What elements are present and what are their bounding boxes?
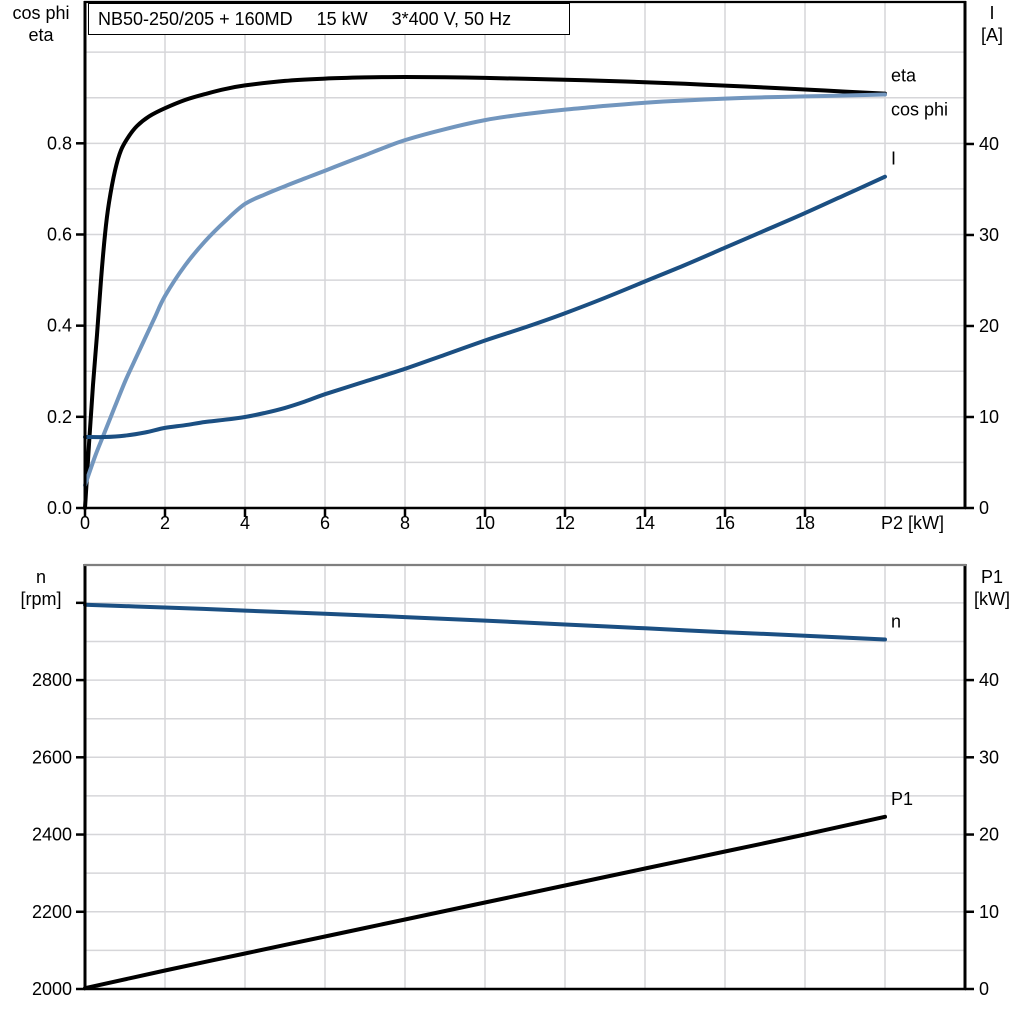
bottom-chart-left-axis-title: n [rpm] bbox=[2, 566, 80, 610]
axis-title-p1: P1 bbox=[980, 567, 1004, 587]
x-tick-label: 10 bbox=[475, 513, 495, 533]
n-curve-label: n bbox=[891, 612, 901, 632]
x-axis-label: P2 [kW] bbox=[881, 513, 944, 533]
axis-title-speed: n bbox=[35, 567, 46, 587]
ticks-and-labels: 0.0 0.2 0.4 0.6 0.8 0 10 20 30 40 0 2 4 6 8 10 12 14 16 18 P… bbox=[47, 133, 999, 533]
x-tick-label: 2 bbox=[160, 513, 170, 533]
plot-frame bbox=[83, 0, 967, 510]
axis-title-eta: eta bbox=[28, 25, 54, 45]
right-tick-label: 0 bbox=[979, 498, 989, 518]
x-tick-label: 18 bbox=[795, 513, 815, 533]
x-tick-label: 6 bbox=[320, 513, 330, 533]
right-tick-label: 0 bbox=[979, 979, 989, 999]
P1-curve-label: P1 bbox=[891, 789, 913, 809]
chart-title-box: NB50-250/205 + 160MD 15 kW 3*400 V, 50 H… bbox=[88, 3, 570, 35]
top-chart-right-axis-title: I [A] bbox=[964, 2, 1020, 46]
x-tick-label: 4 bbox=[240, 513, 250, 533]
curves bbox=[83, 602, 887, 991]
axis-title-current-unit: [A] bbox=[980, 25, 1003, 45]
eta-curve-label: eta bbox=[891, 66, 917, 86]
left-tick-label: 0.2 bbox=[47, 407, 72, 427]
axis-title-speed-unit: [rpm] bbox=[20, 589, 62, 609]
bottom-chart-right-axis-title: P1 [kW] bbox=[962, 566, 1022, 610]
cos phi-curve bbox=[83, 92, 887, 488]
pump-model-label: NB50-250/205 + 160MD bbox=[98, 8, 293, 29]
left-tick-label: 2800 bbox=[32, 670, 72, 690]
x-tick-label: 0 bbox=[80, 513, 90, 533]
right-tick-label: 40 bbox=[979, 134, 999, 154]
left-tick-label: 0.4 bbox=[47, 316, 72, 336]
left-tick-label: 2400 bbox=[32, 825, 72, 845]
left-tick-label: 0.0 bbox=[47, 498, 72, 518]
axis-title-current: I bbox=[989, 3, 995, 23]
x-tick-label: 8 bbox=[400, 513, 410, 533]
gridlines bbox=[85, 565, 965, 989]
left-tick-label: 0.8 bbox=[47, 133, 72, 153]
I-curve bbox=[83, 174, 887, 440]
right-tick-label: 20 bbox=[979, 825, 999, 845]
right-tick-label: 20 bbox=[979, 316, 999, 336]
right-tick-label: 30 bbox=[979, 225, 999, 245]
speed-and-input-power-chart: n P1 2000 2200 2400 2600 2800 0 10 20 30 40 bbox=[32, 563, 999, 999]
x-tick-label: 16 bbox=[715, 513, 735, 533]
supply-voltage-label: 3*400 V, 50 Hz bbox=[391, 8, 512, 29]
left-tick-label: 2200 bbox=[32, 902, 72, 922]
right-tick-label: 10 bbox=[979, 407, 999, 427]
top-chart-left-axis-title: cos phi eta bbox=[2, 2, 80, 46]
P1-curve bbox=[83, 814, 887, 991]
motor-electrical-performance-chart: eta cos phi I 0.0 0.2 0.4 0.6 0.8 0 10 20 30 40 0 2 4 6 8… bbox=[47, 0, 999, 533]
eta-curve bbox=[83, 75, 887, 510]
x-tick-label: 12 bbox=[555, 513, 575, 533]
x-tick-label: 14 bbox=[635, 513, 655, 533]
axis-title-cos-phi: cos phi bbox=[12, 3, 70, 23]
left-tick-label: 2600 bbox=[32, 747, 72, 767]
plot-frame bbox=[83, 563, 967, 991]
motor-power-label: 15 kW bbox=[316, 8, 368, 29]
axis-title-p1-unit: [kW] bbox=[974, 589, 1010, 609]
I-curve-label: I bbox=[891, 149, 896, 169]
cos phi-curve-label: cos phi bbox=[891, 100, 948, 120]
right-tick-label: 30 bbox=[979, 747, 999, 767]
right-tick-label: 10 bbox=[979, 902, 999, 922]
right-tick-label: 40 bbox=[979, 670, 999, 690]
left-tick-label: 2000 bbox=[32, 979, 72, 999]
ticks-and-labels: 2000 2200 2400 2600 2800 0 10 20 30 40 bbox=[32, 601, 999, 999]
curves bbox=[83, 75, 887, 510]
n-curve bbox=[83, 602, 887, 642]
left-tick-label: 0.6 bbox=[47, 224, 72, 244]
